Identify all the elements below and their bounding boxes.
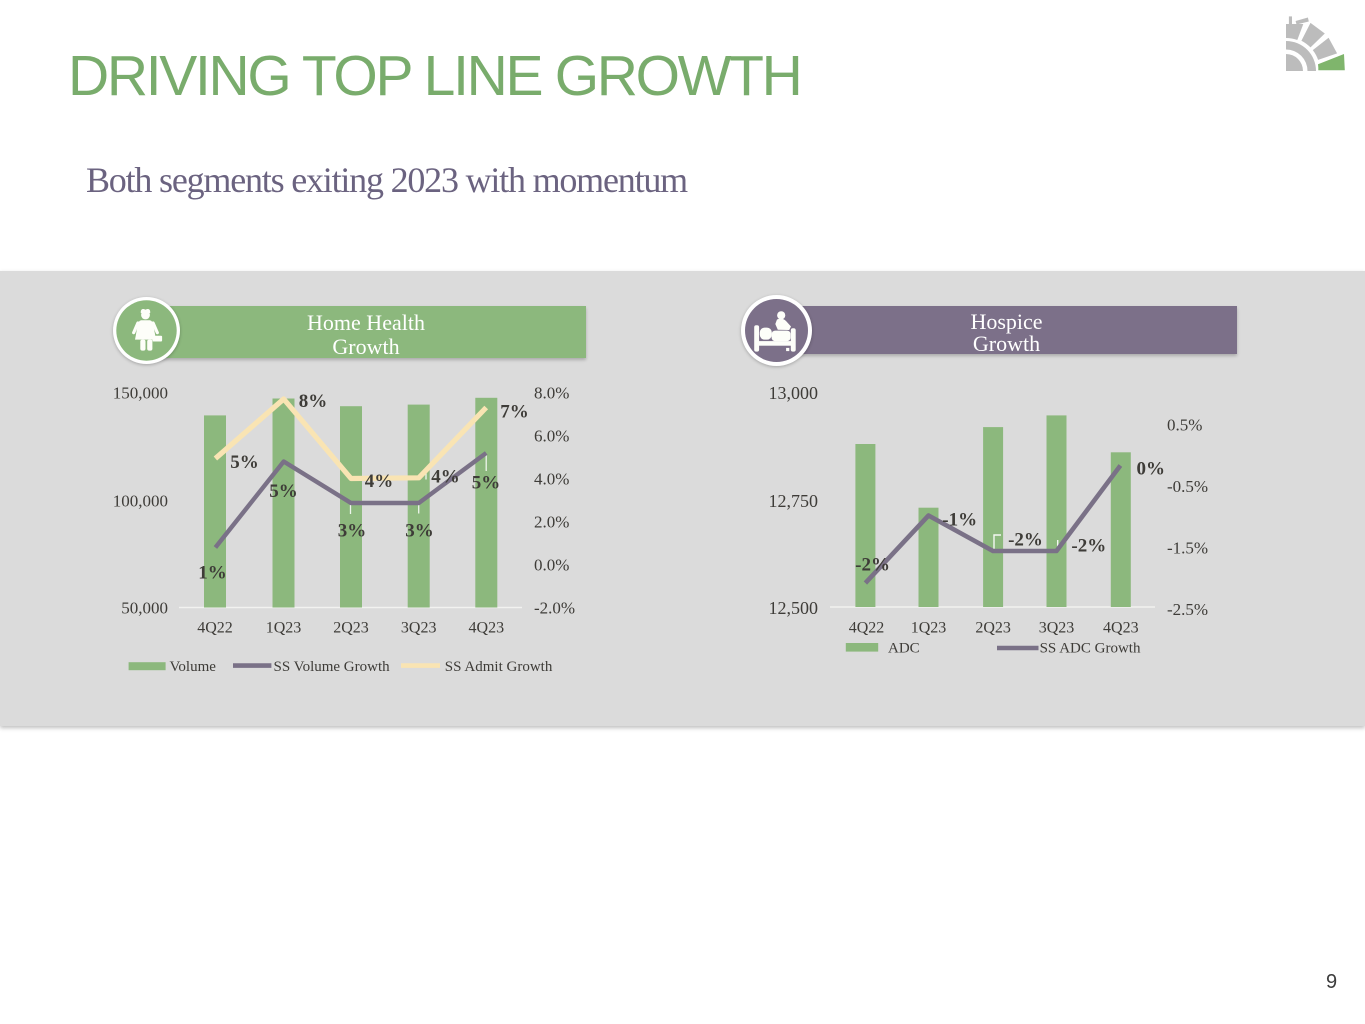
svg-text:2Q23: 2Q23 [333,620,369,637]
svg-text:6.0%: 6.0% [534,427,569,446]
svg-text:4%: 4% [365,471,394,492]
svg-text:1Q23: 1Q23 [266,620,302,637]
svg-text:4Q22: 4Q22 [197,620,233,637]
svg-text:4Q23: 4Q23 [1103,620,1139,637]
svg-text:SS ADC Growth: SS ADC Growth [1040,641,1141,657]
svg-text:7%: 7% [500,402,529,423]
svg-text:-1.5%: -1.5% [1167,539,1208,558]
svg-text:4%: 4% [431,467,460,488]
svg-text:0.5%: 0.5% [1167,416,1202,435]
svg-text:-2.0%: -2.0% [534,599,575,618]
svg-text:-0.5%: -0.5% [1167,477,1208,496]
svg-text:5%: 5% [472,473,501,494]
svg-text:1Q23: 1Q23 [911,620,947,637]
svg-text:-2%: -2% [1008,530,1043,551]
svg-text:150,000: 150,000 [113,384,168,403]
svg-text:-2.5%: -2.5% [1167,600,1208,619]
svg-text:SS Admit Growth: SS Admit Growth [445,659,553,675]
svg-text:4Q22: 4Q22 [849,620,885,637]
svg-text:8.0%: 8.0% [534,384,569,403]
svg-text:2.0%: 2.0% [534,513,569,532]
svg-text:100,000: 100,000 [113,492,168,511]
svg-text:2Q23: 2Q23 [975,620,1011,637]
svg-text:50,000: 50,000 [121,599,168,618]
svg-text:1%: 1% [198,563,227,584]
svg-text:5%: 5% [230,452,259,473]
svg-text:3Q23: 3Q23 [1039,620,1075,637]
svg-text:12,500: 12,500 [769,598,819,618]
svg-text:-1%: -1% [942,510,977,531]
svg-text:3%: 3% [405,521,434,542]
svg-text:0%: 0% [1137,459,1166,480]
svg-text:3%: 3% [338,521,367,542]
svg-text:5%: 5% [269,481,298,502]
svg-text:0.0%: 0.0% [534,556,569,575]
svg-text:12,750: 12,750 [769,491,819,511]
svg-text:4Q23: 4Q23 [469,620,505,637]
svg-text:13,000: 13,000 [769,383,819,403]
svg-text:8%: 8% [299,391,328,412]
svg-text:-2%: -2% [1071,536,1106,557]
svg-text:-2%: -2% [855,555,890,576]
svg-text:Volume: Volume [170,659,217,675]
svg-text:SS Volume Growth: SS Volume Growth [274,659,391,675]
svg-text:ADC: ADC [888,641,920,657]
svg-text:3Q23: 3Q23 [401,620,437,637]
svg-text:4.0%: 4.0% [534,470,569,489]
